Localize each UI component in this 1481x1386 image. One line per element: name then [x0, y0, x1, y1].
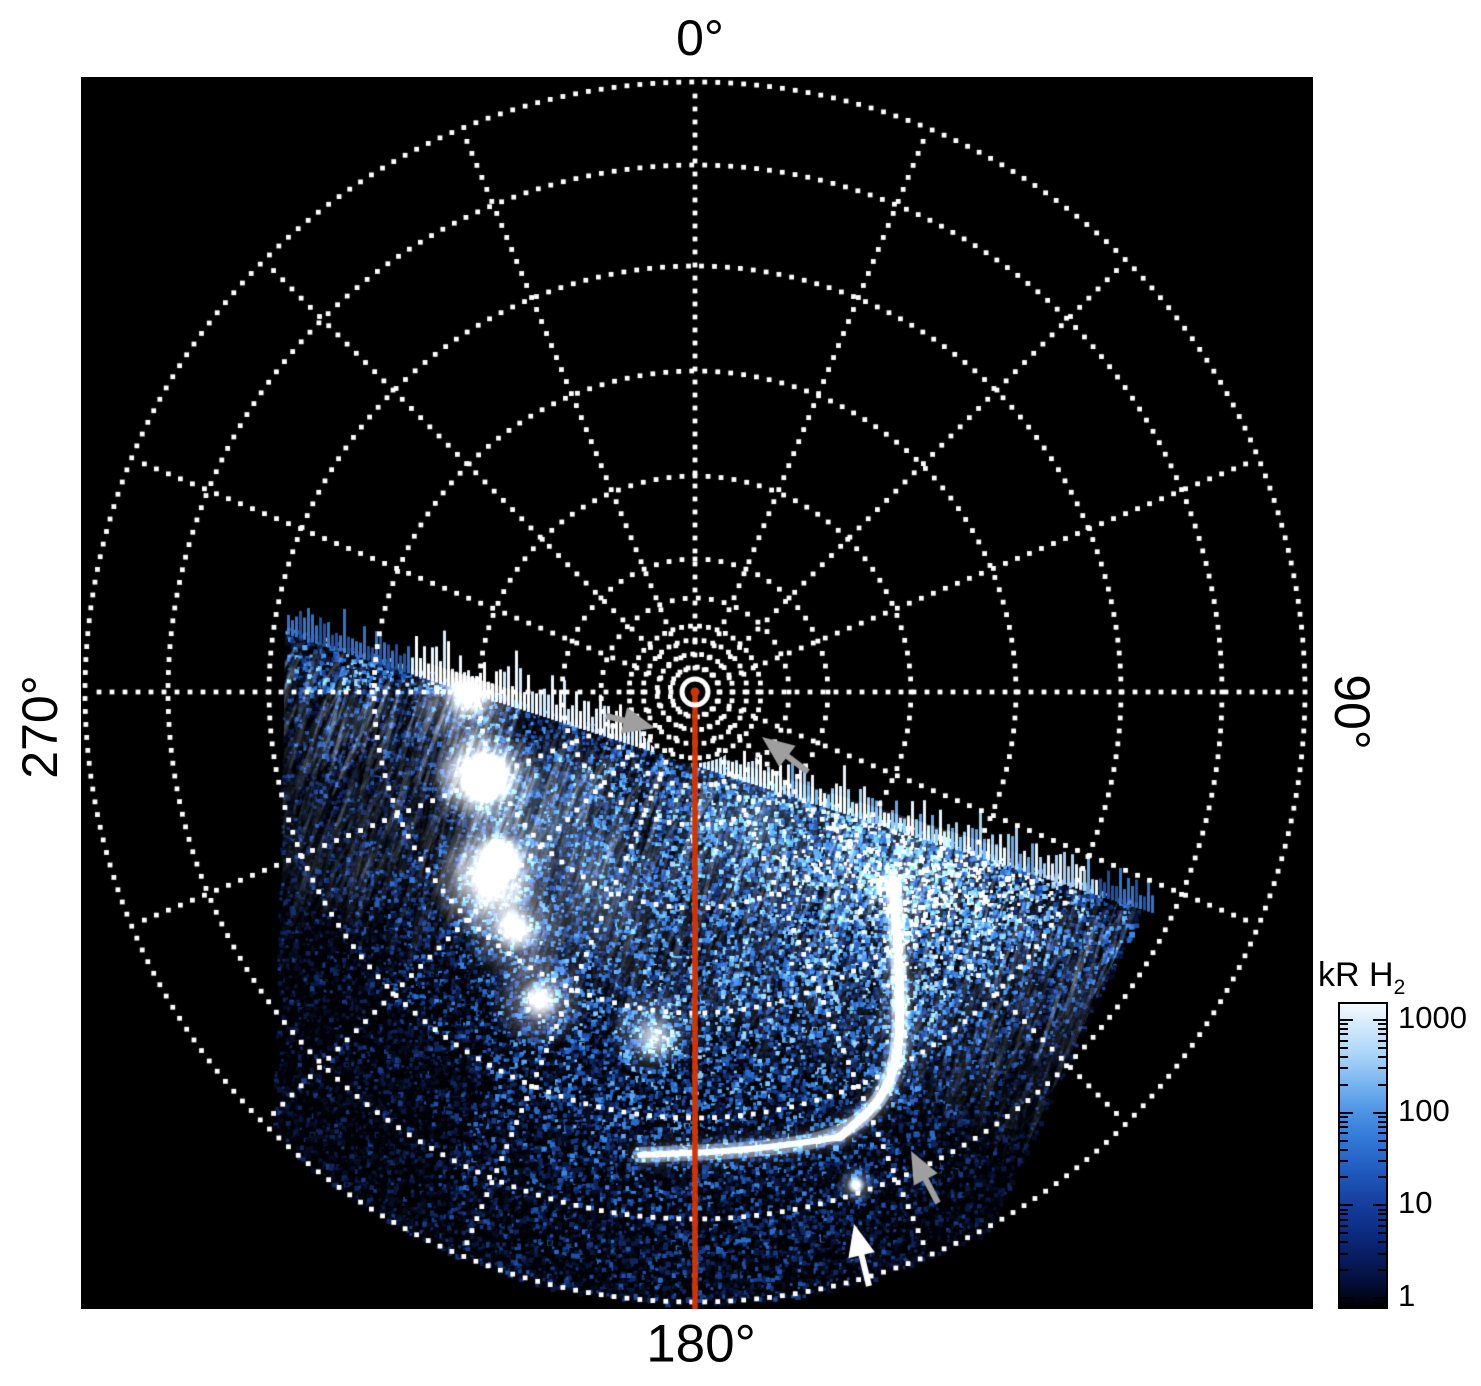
- colorbar-tick: [1340, 1176, 1348, 1179]
- colorbar-tick-labels: 1000 100 10 1: [1398, 999, 1481, 1313]
- aurora-polar-image: [81, 77, 1313, 1309]
- colorbar-tick: [1378, 1232, 1386, 1235]
- colorbar-tick-label: 100: [1398, 1092, 1450, 1128]
- colorbar-tick: [1340, 1039, 1348, 1042]
- polar-plot-area: [81, 77, 1313, 1309]
- colorbar-tick: [1378, 1176, 1386, 1179]
- colorbar-tick-label: 1000: [1398, 999, 1467, 1035]
- colorbar-tick: [1340, 1213, 1348, 1216]
- colorbar-tick: [1378, 1055, 1386, 1058]
- colorbar-title: kR H2: [1318, 956, 1405, 1000]
- colorbar-tick-label: 10: [1398, 1185, 1433, 1221]
- colorbar-tick: [1340, 1120, 1348, 1123]
- colorbar-tick: [1378, 1160, 1386, 1163]
- colorbar-tick: [1340, 1297, 1353, 1300]
- colorbar-tick-label: 1: [1398, 1278, 1416, 1314]
- colorbar-tick: [1378, 1083, 1386, 1086]
- angle-label-180: 180°: [646, 1314, 756, 1374]
- colorbar-tick: [1373, 1111, 1386, 1114]
- colorbar-tick: [1340, 1160, 1348, 1163]
- colorbar-title-main: kR H: [1318, 956, 1394, 994]
- colorbar-title-sub: 2: [1393, 975, 1406, 999]
- colorbar-gradient: [1340, 1004, 1386, 1307]
- colorbar-tick: [1378, 1218, 1386, 1221]
- colorbar-tick: [1340, 1023, 1348, 1026]
- colorbar-tick: [1378, 1126, 1386, 1129]
- colorbar-tick: [1378, 1115, 1386, 1118]
- colorbar-tick: [1340, 1241, 1348, 1244]
- colorbar-tick: [1340, 1083, 1348, 1086]
- colorbar-tick: [1340, 1067, 1348, 1070]
- colorbar-tick: [1378, 1252, 1386, 1255]
- angle-label-270: 270°: [12, 675, 68, 779]
- colorbar-tick: [1340, 1252, 1348, 1255]
- colorbar: [1338, 1002, 1388, 1309]
- colorbar-tick: [1373, 1204, 1386, 1207]
- colorbar-tick: [1340, 1139, 1348, 1142]
- colorbar-tick: [1378, 1023, 1386, 1026]
- colorbar-tick: [1378, 1241, 1386, 1244]
- colorbar-tick: [1378, 1208, 1386, 1211]
- colorbar-tick: [1340, 1132, 1348, 1135]
- colorbar-tick: [1378, 1027, 1386, 1030]
- colorbar-tick: [1378, 1148, 1386, 1151]
- angle-label-90: 90°: [1324, 674, 1380, 750]
- colorbar-tick: [1340, 1218, 1348, 1221]
- colorbar-tick: [1340, 1111, 1353, 1114]
- colorbar-tick: [1340, 1033, 1348, 1036]
- colorbar-tick: [1340, 1126, 1348, 1129]
- colorbar-tick: [1340, 1224, 1348, 1227]
- colorbar-tick: [1340, 1208, 1348, 1211]
- colorbar-tick: [1340, 1046, 1348, 1049]
- colorbar-tick: [1378, 1224, 1386, 1227]
- colorbar-tick: [1340, 1148, 1348, 1151]
- colorbar-tick: [1378, 1132, 1386, 1135]
- colorbar-tick: [1340, 1055, 1348, 1058]
- colorbar-tick: [1378, 1033, 1386, 1036]
- colorbar-tick: [1378, 1046, 1386, 1049]
- colorbar-tick: [1378, 1067, 1386, 1070]
- colorbar-tick: [1340, 1269, 1348, 1272]
- colorbar-tick: [1340, 1027, 1348, 1030]
- colorbar-tick: [1378, 1039, 1386, 1042]
- colorbar-tick: [1378, 1213, 1386, 1216]
- angle-label-0: 0°: [676, 10, 724, 66]
- colorbar-tick: [1340, 1232, 1348, 1235]
- colorbar-tick: [1373, 1018, 1386, 1021]
- colorbar-tick: [1378, 1269, 1386, 1272]
- colorbar-tick: [1373, 1297, 1386, 1300]
- colorbar-tick: [1378, 1120, 1386, 1123]
- colorbar-tick: [1340, 1018, 1353, 1021]
- colorbar-tick: [1378, 1139, 1386, 1142]
- colorbar-tick: [1340, 1115, 1348, 1118]
- colorbar-tick: [1340, 1204, 1353, 1207]
